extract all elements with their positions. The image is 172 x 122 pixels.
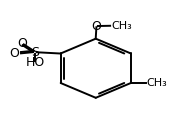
Text: HO: HO <box>25 56 45 69</box>
Text: O: O <box>18 37 28 50</box>
Text: S: S <box>31 46 39 59</box>
Text: O: O <box>92 20 101 33</box>
Text: CH₃: CH₃ <box>111 21 132 31</box>
Text: CH₃: CH₃ <box>147 78 168 88</box>
Text: O: O <box>9 47 19 60</box>
